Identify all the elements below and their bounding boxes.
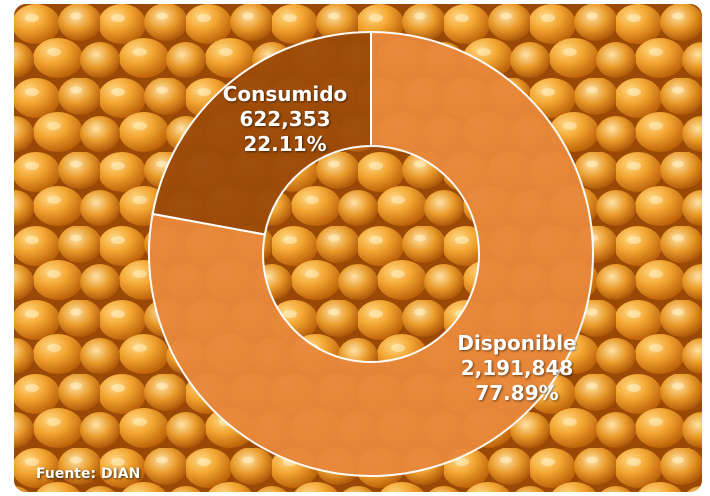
label-consumido: Consumido 622,353 22.11%: [200, 82, 370, 157]
label-consumido-percent: 22.11%: [243, 132, 327, 156]
label-disponible: Disponible 2,191,848 77.89%: [432, 331, 602, 406]
label-consumido-value: 622,353: [239, 107, 331, 131]
label-consumido-name: Consumido: [222, 82, 348, 106]
source-note: Fuente: DIAN: [36, 466, 141, 482]
slice-disponible: [148, 30, 594, 477]
label-disponible-percent: 77.89%: [475, 381, 559, 405]
chart-frame: Consumido 622,353 22.11% Disponible 2,19…: [14, 4, 702, 492]
donut-chart: [148, 30, 594, 477]
label-disponible-name: Disponible: [457, 331, 577, 355]
label-disponible-value: 2,191,848: [460, 356, 574, 380]
slice-consumido: [151, 30, 372, 236]
